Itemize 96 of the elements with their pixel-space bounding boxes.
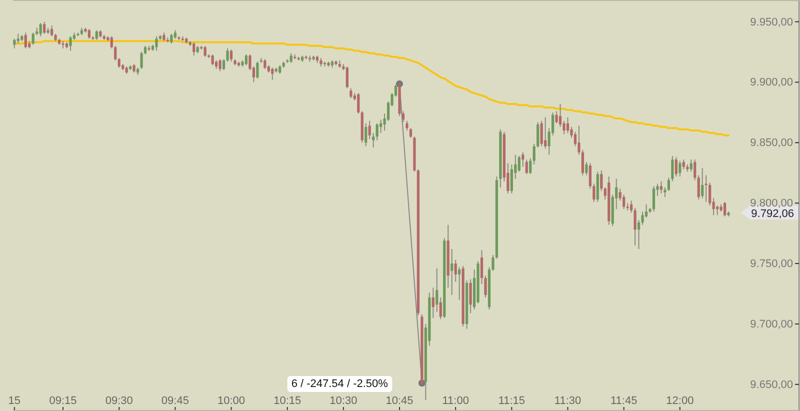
text: 9.792,06 bbox=[751, 208, 794, 220]
candlestick bbox=[439, 296, 442, 320]
candlestick bbox=[380, 119, 382, 134]
candlestick bbox=[244, 54, 248, 66]
candlestick bbox=[230, 49, 233, 62]
candlestick bbox=[88, 28, 90, 40]
x-tick-label: 10:30 bbox=[330, 395, 358, 407]
candlestick bbox=[536, 122, 540, 148]
candlestick bbox=[529, 158, 532, 175]
candlestick bbox=[701, 168, 704, 199]
candlestick bbox=[588, 162, 592, 190]
candlestick bbox=[566, 116, 570, 134]
candlestick bbox=[532, 143, 536, 165]
candlestick bbox=[458, 266, 461, 300]
candlestick bbox=[667, 177, 670, 192]
x-tick-label: 11:30 bbox=[554, 395, 582, 407]
candlestick bbox=[170, 33, 173, 44]
candlestick bbox=[211, 54, 214, 66]
candlestick bbox=[450, 248, 454, 296]
x-tick-label: 15 bbox=[8, 395, 21, 407]
candlestick bbox=[264, 58, 266, 70]
candlestick bbox=[600, 170, 603, 192]
candlestick bbox=[50, 24, 54, 37]
x-tick-label: 11:45 bbox=[610, 395, 638, 407]
candlestick bbox=[218, 58, 222, 72]
candlestick bbox=[346, 66, 348, 89]
candlestick bbox=[697, 174, 700, 200]
candlestick bbox=[364, 122, 368, 147]
candlestick bbox=[32, 32, 34, 46]
candlestick bbox=[674, 156, 678, 177]
y-tick-label: 9.800,00 bbox=[750, 198, 793, 210]
y-tick-label: 9.650,00 bbox=[750, 378, 793, 391]
candlestick bbox=[118, 58, 120, 68]
x-tick-label: 09:45 bbox=[161, 395, 189, 407]
candlestick bbox=[357, 92, 360, 114]
candlestick bbox=[95, 30, 98, 40]
candlestick bbox=[432, 287, 434, 318]
candlestick bbox=[652, 186, 656, 212]
candlestick bbox=[704, 174, 708, 202]
candlestick bbox=[708, 182, 712, 206]
candlestick bbox=[350, 88, 352, 98]
candlestick bbox=[518, 155, 520, 172]
candlestick bbox=[723, 201, 726, 217]
y-tick-label: 9.900,00 bbox=[750, 76, 793, 89]
candlestick bbox=[716, 205, 719, 216]
y-tick-label: 9.700,00 bbox=[750, 318, 793, 330]
candlestick bbox=[290, 52, 292, 64]
annotation: 6 / -247.54 / -2.50% bbox=[291, 378, 388, 390]
candlestick bbox=[522, 152, 524, 168]
candlestick bbox=[682, 159, 685, 170]
candlestick bbox=[192, 42, 196, 56]
candlestick bbox=[558, 103, 562, 128]
candlestick bbox=[592, 183, 596, 202]
x-tick-label: 11:15 bbox=[498, 395, 526, 407]
candlestick bbox=[204, 45, 206, 58]
candlestick bbox=[510, 164, 513, 194]
candlestick bbox=[660, 180, 663, 194]
candlestick bbox=[525, 159, 528, 175]
candlestick bbox=[16, 33, 20, 44]
candlestick bbox=[622, 194, 626, 210]
y-tick-label: 9.950,00 bbox=[750, 16, 793, 28]
candlestick bbox=[376, 122, 378, 141]
candlestick bbox=[62, 40, 64, 49]
candlestick bbox=[454, 259, 457, 282]
candlestick bbox=[469, 278, 472, 314]
y-tick-label: 9.850,00 bbox=[750, 137, 793, 150]
candlestick bbox=[114, 45, 117, 61]
candlestick bbox=[436, 268, 438, 312]
candlestick bbox=[671, 155, 674, 182]
candlestick bbox=[678, 160, 682, 177]
candlestick bbox=[256, 61, 259, 80]
candlestick bbox=[155, 36, 158, 52]
y-tick-label: 9.750,00 bbox=[750, 258, 793, 270]
x-tick-label: 10:45 bbox=[386, 395, 414, 407]
candlestick bbox=[406, 120, 408, 132]
candlestick bbox=[110, 36, 113, 49]
candlestick bbox=[544, 116, 547, 150]
candlestick bbox=[644, 204, 648, 218]
x-tick-label: 09:30 bbox=[105, 395, 133, 407]
candlestick bbox=[690, 159, 692, 172]
candlestick bbox=[555, 110, 558, 124]
candlestick bbox=[24, 32, 27, 49]
candlestick bbox=[372, 132, 375, 148]
candlestick bbox=[39, 22, 42, 37]
candlestick bbox=[540, 120, 543, 147]
candlestick bbox=[368, 120, 371, 140]
x-tick-label: 09:15 bbox=[49, 395, 77, 407]
x-tick-label: 11:00 bbox=[442, 395, 469, 407]
candlestick bbox=[69, 36, 72, 52]
candlestick bbox=[694, 159, 696, 181]
candlestick bbox=[43, 21, 46, 34]
x-tick-label: 12:00 bbox=[666, 395, 694, 407]
candlestick bbox=[140, 51, 143, 70]
x-tick-label: 10:15 bbox=[274, 395, 302, 407]
x-tick-label: 10:00 bbox=[217, 395, 246, 407]
candlestick bbox=[409, 128, 412, 138]
